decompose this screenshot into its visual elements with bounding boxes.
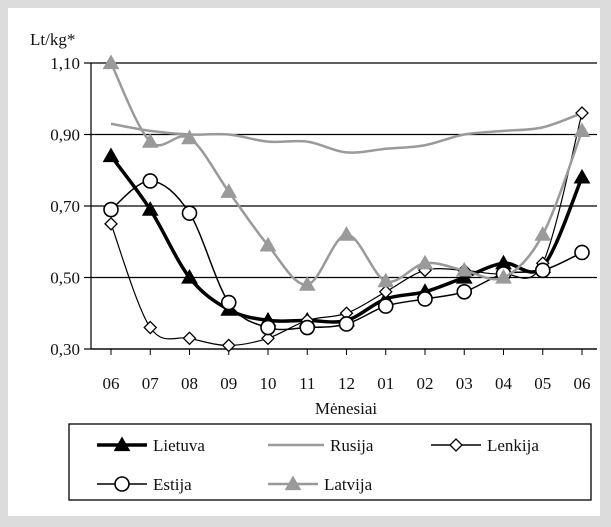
- x-tick-label: 12: [338, 374, 355, 393]
- data-point: [338, 316, 355, 332]
- data-point: [143, 320, 158, 335]
- x-axis-label: Mėnesiai: [315, 399, 378, 418]
- x-tick-label: 09: [220, 374, 237, 393]
- y-tick-label: 0,30: [50, 340, 80, 359]
- data-point: [455, 261, 473, 277]
- data-point: [103, 201, 119, 218]
- legend-marker: [113, 436, 131, 452]
- x-tick-label: 03: [456, 374, 473, 393]
- data-point: [141, 201, 159, 216]
- data-point: [574, 244, 590, 261]
- series-group: [102, 54, 591, 353]
- legend-label: Latvija: [324, 475, 373, 494]
- legend-box: [68, 423, 592, 501]
- legend-label: Lenkija: [487, 436, 539, 455]
- data-point: [220, 183, 238, 198]
- x-tick-label: 08: [181, 374, 198, 393]
- legend-item-rusija: Rusija: [268, 436, 374, 455]
- data-point: [142, 173, 159, 189]
- series-latvija: [102, 54, 591, 291]
- data-point: [495, 268, 512, 284]
- data-point: [456, 283, 473, 300]
- data-point: [181, 205, 198, 221]
- x-tick-label: 04: [495, 374, 513, 393]
- legend-label: Lietuva: [153, 436, 205, 455]
- legend: Lietuva Rusija Lenkija Estija Latvija: [68, 423, 592, 501]
- data-point: [534, 226, 552, 241]
- data-point: [260, 319, 276, 336]
- x-tick-label: 06: [103, 374, 120, 393]
- legend-item-estija: Estija: [97, 475, 192, 494]
- legend-marker: [449, 438, 463, 452]
- data-point: [416, 254, 434, 270]
- data-point: [259, 236, 277, 252]
- data-point: [299, 319, 316, 336]
- data-point: [338, 226, 355, 241]
- x-tick-labels: 06 07 08 09 10 11 12 01 02 03 04 05 06: [103, 349, 591, 393]
- data-point: [181, 129, 198, 145]
- data-point: [181, 268, 198, 284]
- axes: [90, 63, 597, 350]
- x-tick-label: 06: [574, 374, 591, 393]
- data-point: [575, 106, 589, 120]
- x-tick-label: 05: [534, 374, 551, 393]
- data-point: [573, 122, 591, 138]
- legend-item-lenkija: Lenkija: [431, 436, 539, 455]
- data-point: [298, 276, 316, 291]
- data-point: [534, 262, 551, 279]
- x-tick-label: 11: [299, 374, 315, 393]
- legend-item-latvija: Latvija: [268, 475, 373, 494]
- data-point: [141, 133, 159, 148]
- grid-lines: [84, 62, 597, 350]
- data-point: [221, 338, 236, 353]
- x-tick-label: 07: [142, 374, 160, 393]
- data-point: [102, 147, 120, 163]
- series-line: [110, 111, 583, 154]
- legend-label: Estija: [153, 475, 192, 494]
- data-point: [261, 331, 275, 346]
- data-point: [417, 291, 433, 307]
- data-point: [573, 168, 591, 184]
- data-point: [182, 331, 197, 346]
- y-tick-labels: 0,30 0,50 0,70 0,90 1,10: [50, 54, 80, 359]
- x-tick-label: 10: [260, 374, 277, 393]
- y-axis-label: Lt/kg*: [30, 30, 75, 49]
- legend-marker: [114, 476, 130, 492]
- data-point: [220, 294, 237, 311]
- y-tick-label: 0,70: [50, 197, 80, 216]
- legend-marker: [284, 475, 302, 491]
- legend-label: Rusija: [330, 436, 374, 455]
- data-point: [378, 284, 393, 299]
- data-point: [102, 54, 120, 70]
- x-tick-label: 01: [377, 374, 394, 393]
- x-tick-label: 02: [417, 374, 434, 393]
- y-tick-label: 1,10: [50, 54, 80, 73]
- legend-item-lietuva: Lietuva: [97, 436, 205, 455]
- data-point: [377, 272, 395, 288]
- y-tick-label: 0,90: [50, 126, 80, 145]
- series-rusija: [110, 111, 583, 154]
- y-tick-label: 0,50: [50, 269, 80, 288]
- series-line: [109, 62, 584, 286]
- data-point: [104, 216, 118, 231]
- data-point: [377, 298, 394, 314]
